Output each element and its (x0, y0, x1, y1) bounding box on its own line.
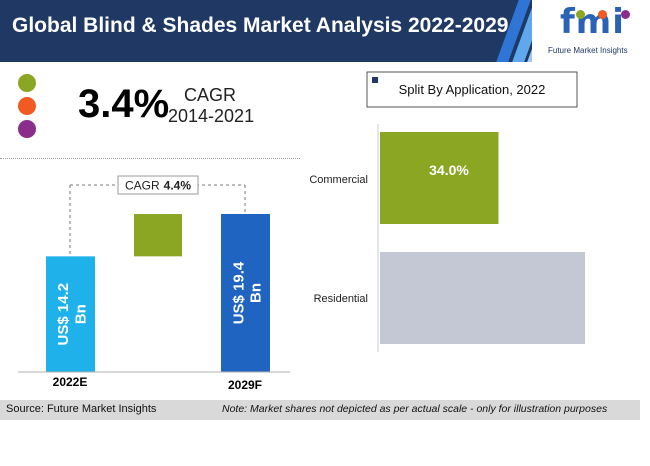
cagr-annotation-box (117, 175, 199, 195)
chart-title-box (366, 71, 578, 108)
bar-increment (134, 214, 182, 257)
source-text: Source: Future Market Insights (6, 403, 157, 415)
logo-dot (621, 10, 630, 19)
bar-label-2022e: US$ 14.2Bn (55, 283, 89, 346)
logo-dot (576, 10, 585, 19)
hbar-residential (380, 252, 585, 344)
footer-bar: Source: Future Market Insights Note: Mar… (0, 400, 640, 420)
cagr-annotation-value: 4.4% (164, 179, 192, 193)
y-tick-residential: Residential (314, 293, 368, 305)
legend-dot-green (18, 74, 36, 92)
page-title: Global Blind & Shades Market Analysis 20… (12, 14, 509, 37)
legend-dot-purple (18, 120, 36, 138)
cagr-period: 2014-2021 (168, 106, 255, 126)
bar-2029f (221, 214, 270, 372)
cagr-annotation: CAGR 4.4% (125, 179, 191, 193)
note-text: Note: Market shares not depicted as per … (222, 403, 608, 415)
logo-background (532, 0, 650, 62)
legend-dot-orange (18, 97, 36, 115)
application-split-chart: Split By Application, 2022 34.0% Commerc… (309, 71, 585, 352)
y-tick-commercial: Commercial (309, 174, 368, 186)
section-divider (0, 158, 300, 159)
chart-title-marker (372, 77, 378, 83)
x-tick-2022e: 2022E (53, 375, 88, 389)
cagr-annotation-prefix: CAGR (125, 179, 160, 193)
header-banner: Global Blind & Shades Market Analysis 20… (0, 0, 650, 62)
chart-title: Split By Application, 2022 (399, 82, 546, 97)
hbar-label-commercial: 34.0% (429, 162, 469, 178)
x-tick-2029f: 2029F (228, 378, 262, 392)
bar-label-2029f: US$ 19.4Bn (230, 261, 264, 324)
bar-2022e (46, 256, 95, 372)
logo-subtitle: Future Market Insights (548, 46, 628, 55)
hbar-commercial (380, 132, 499, 224)
fmi-logo: fmi (560, 2, 625, 42)
cagr-label: CAGR (184, 85, 237, 105)
cagr-value: 3.4% (78, 82, 170, 126)
market-size-chart: CAGR 4.4% US$ 14.2Bn US$ 19.4Bn 2022E 2029… (18, 175, 290, 392)
logo-dot (598, 10, 607, 19)
